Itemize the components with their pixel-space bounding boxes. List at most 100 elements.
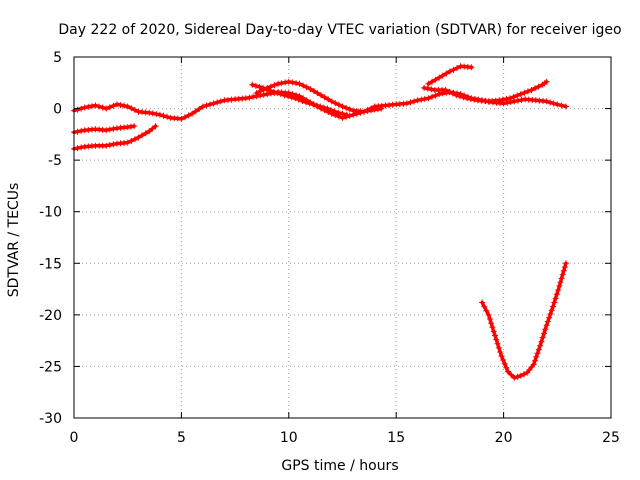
y-tick-label: -20 [39, 308, 62, 324]
data-point [467, 95, 474, 102]
data-point [332, 100, 339, 107]
x-tick-label: 0 [70, 430, 79, 446]
data-point [456, 93, 463, 100]
data-point [121, 102, 128, 109]
data-point [149, 110, 156, 117]
data-point [521, 89, 528, 96]
x-tick-label: 15 [387, 430, 405, 446]
plot-frame [73, 56, 612, 419]
data-point [131, 136, 138, 143]
data-point [497, 349, 504, 355]
data-point [528, 87, 535, 93]
data-point [542, 326, 549, 333]
y-tick-label: 5 [53, 50, 62, 66]
data-point [521, 371, 527, 378]
y-tick-label: -15 [39, 256, 62, 272]
x-tick-label: 25 [602, 430, 620, 446]
data-point [524, 88, 531, 95]
data-point [246, 94, 253, 101]
data-point [558, 275, 565, 282]
data-point [110, 102, 117, 109]
data-point [543, 98, 550, 105]
data-point [189, 110, 196, 117]
data-point [361, 108, 367, 115]
data-point [432, 76, 439, 83]
data-point [436, 74, 443, 81]
data-point [328, 98, 335, 105]
y-tick-label: -5 [48, 153, 62, 169]
data-point [343, 111, 350, 118]
data-point [561, 264, 568, 271]
data-point [192, 108, 199, 115]
series-track-h [479, 260, 569, 381]
data-point [554, 101, 561, 108]
data-point [135, 134, 142, 141]
data-point [96, 103, 103, 110]
data-point [541, 330, 547, 337]
data-point [407, 99, 414, 106]
data-point [267, 83, 274, 90]
data-point [242, 95, 249, 102]
data-point [560, 267, 567, 274]
data-point [274, 90, 281, 97]
data-point [317, 103, 324, 110]
data-point [288, 94, 295, 101]
data-point [249, 81, 256, 88]
data-point [321, 94, 328, 101]
data-point [562, 103, 569, 110]
data-point [257, 88, 264, 95]
x-tick-label: 5 [177, 430, 186, 446]
y-axis-label: SDTVAR / TECUs [6, 183, 22, 298]
data-point [335, 109, 342, 116]
data-point [217, 98, 224, 105]
data-point [131, 123, 138, 130]
series-line [250, 83, 349, 117]
data-point [501, 360, 508, 367]
data-point [250, 93, 256, 100]
data-point [253, 90, 260, 97]
data-point [535, 346, 542, 353]
data-point [421, 84, 428, 91]
data-point [514, 373, 521, 380]
data-point [299, 98, 306, 104]
data-point [485, 311, 492, 318]
data-point [124, 103, 131, 110]
data-point [553, 291, 560, 298]
data-point [99, 104, 106, 111]
data-point [468, 64, 475, 71]
data-points [71, 63, 569, 381]
data-point [271, 82, 278, 89]
data-point [264, 91, 271, 98]
data-point [403, 100, 410, 107]
data-point [182, 114, 188, 121]
data-point [110, 141, 117, 148]
data-point [446, 68, 453, 75]
data-point [74, 128, 81, 135]
data-point [454, 65, 461, 71]
data-point [535, 83, 542, 90]
data-point [449, 90, 456, 97]
data-point [178, 115, 185, 122]
data-point [320, 104, 327, 111]
data-point [425, 95, 432, 102]
series-track-e [253, 78, 385, 115]
data-point [508, 371, 515, 378]
data-point [552, 295, 559, 302]
x-axis-label: GPS time / hours [281, 458, 398, 474]
data-point [275, 80, 282, 87]
data-point [479, 299, 486, 306]
data-point [199, 103, 206, 110]
data-point [460, 94, 467, 101]
data-point [429, 78, 435, 85]
data-point [74, 145, 81, 152]
data-point [538, 338, 545, 345]
data-point [421, 95, 428, 102]
data-point [546, 314, 553, 321]
data-point [500, 100, 507, 107]
data-point [88, 103, 95, 110]
data-point [547, 99, 554, 106]
data-point [295, 96, 302, 103]
data-point [85, 103, 92, 110]
data-point [503, 95, 510, 102]
data-point [324, 105, 331, 112]
